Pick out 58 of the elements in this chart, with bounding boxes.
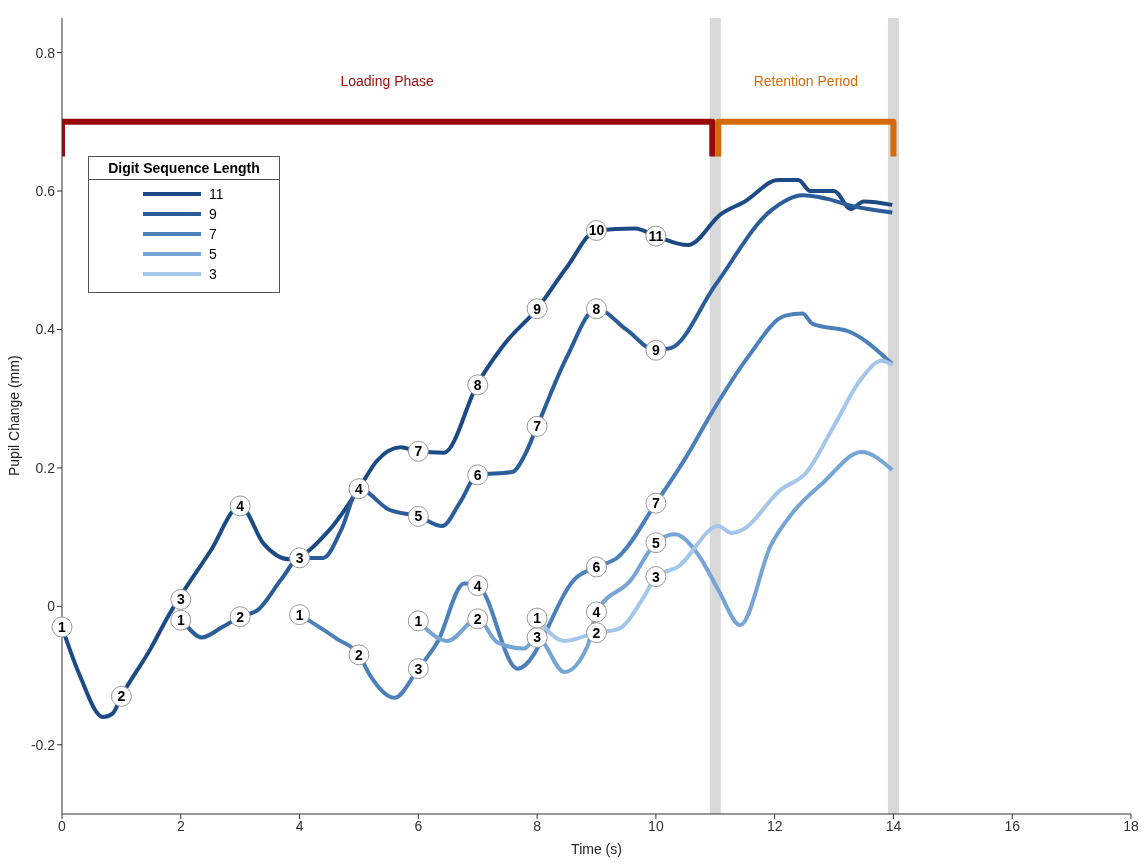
y-tick-label: 0.4 <box>35 321 56 338</box>
legend-label: 11 <box>209 186 224 202</box>
annotation: 4 <box>355 480 364 497</box>
x-tick-label: 10 <box>648 817 664 834</box>
x-axis-title: Time (s) <box>571 841 622 857</box>
annotation: 4 <box>236 497 245 514</box>
y-tick-label: 0.6 <box>35 183 56 200</box>
annotation: 1 <box>295 606 304 623</box>
y-axis-title: Pupil Change (mm) <box>5 355 22 476</box>
text: Retention Period <box>753 72 858 89</box>
annotation: 1 <box>414 612 423 629</box>
annotation: 2 <box>236 608 245 625</box>
x-tick-label: 2 <box>176 817 185 834</box>
annotation: 9 <box>533 300 542 317</box>
annotation: 1 <box>176 612 185 629</box>
text: Loading Phase <box>340 72 435 89</box>
x-tick-label: 4 <box>295 817 304 834</box>
annotation: 2 <box>117 688 126 705</box>
annotation: 3 <box>533 629 542 646</box>
legend-label: 5 <box>209 246 217 262</box>
annotation: 1 <box>533 610 542 627</box>
annotation: 8 <box>592 300 601 317</box>
x-tick-label: 6 <box>414 817 423 834</box>
annotation: 4 <box>592 603 601 620</box>
x-tick-label: 8 <box>533 817 542 834</box>
annotation: 6 <box>473 466 482 483</box>
annotation: 3 <box>295 549 304 566</box>
annotation: 10 <box>588 222 605 239</box>
annotation: 2 <box>592 624 601 641</box>
x-tick-label: 12 <box>766 817 783 834</box>
legend-title: Digit Sequence Length <box>107 159 261 178</box>
annotation: 3 <box>176 591 185 608</box>
y-tick-label: 0.8 <box>35 44 56 61</box>
x-tick-label: 0 <box>58 817 67 834</box>
annotation: 3 <box>414 660 423 677</box>
annotation: 5 <box>414 508 423 525</box>
annotation: 3 <box>651 568 660 585</box>
legend-label: 3 <box>209 266 217 282</box>
annotation: 7 <box>414 443 423 460</box>
y-tick-label: 0.2 <box>35 459 56 476</box>
annotation: 6 <box>592 558 601 575</box>
y-tick-label: 0 <box>47 598 56 615</box>
x-tick-label: 18 <box>1123 817 1139 834</box>
annotation: 2 <box>473 610 482 627</box>
annotation: 2 <box>355 646 364 663</box>
legend-label: 7 <box>209 226 217 242</box>
annotation: 5 <box>651 534 660 551</box>
annotation: 9 <box>651 342 660 359</box>
annotation: 11 <box>648 228 664 245</box>
y-tick-label: -0.2 <box>30 736 56 753</box>
annotation: 1 <box>58 619 67 636</box>
x-tick-label: 14 <box>885 817 902 834</box>
x-tick-label: 16 <box>1004 817 1021 834</box>
annotation: 7 <box>533 418 542 435</box>
annotation: 4 <box>473 577 482 594</box>
annotation: 7 <box>651 495 660 512</box>
annotation: 8 <box>473 376 482 393</box>
legend-label: 9 <box>209 206 217 222</box>
